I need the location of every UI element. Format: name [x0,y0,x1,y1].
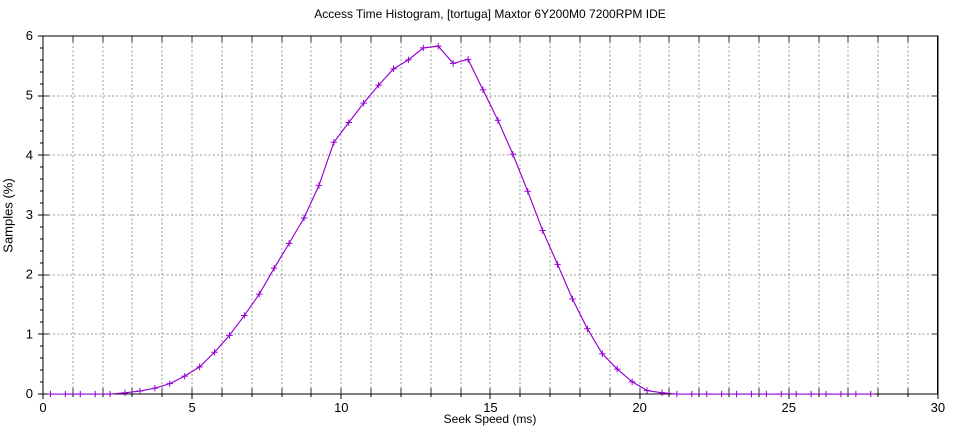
svg-text:0: 0 [26,386,33,401]
svg-text:5: 5 [26,88,33,103]
svg-text:2: 2 [26,267,33,282]
svg-text:1: 1 [26,326,33,341]
svg-text:3: 3 [26,207,33,222]
svg-text:6: 6 [26,28,33,43]
svg-text:4: 4 [26,147,33,162]
